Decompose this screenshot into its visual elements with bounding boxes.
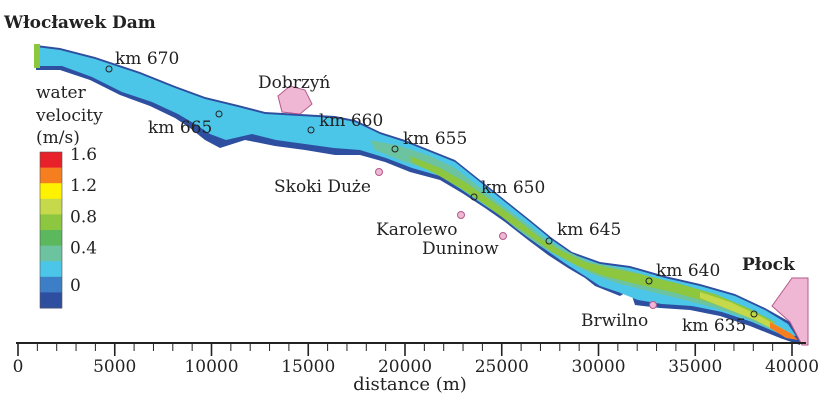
place-label-duninow: Duninow <box>422 239 499 259</box>
legend-swatch <box>40 277 62 293</box>
legend-tick-labels: 1.6 1.2 0.8 0.4 0 <box>70 145 97 296</box>
x-tick-label: 25000 <box>475 357 529 377</box>
legend-swatch <box>40 183 62 199</box>
brwilno-marker <box>650 302 657 309</box>
legend-swatch <box>40 292 62 308</box>
legend-tick-label: 0.8 <box>70 207 97 227</box>
km-635-label: km 635 <box>682 316 746 336</box>
velocity-legend: water velocity (m/s) 1.61.20.80.40 <box>35 83 103 309</box>
legend-swatch <box>40 214 62 230</box>
km-645-label: km 645 <box>557 220 621 240</box>
x-tick-label: 10000 <box>184 357 238 377</box>
km-640-label: km 640 <box>656 261 720 281</box>
city-label-plock: Płock <box>742 255 796 275</box>
legend-swatch <box>40 199 62 215</box>
duninow-marker <box>500 233 507 240</box>
karolewo-marker <box>458 212 465 219</box>
place-label-dobrzyn: Dobrzyń <box>258 73 330 93</box>
dam-title: Włocławek Dam <box>3 13 156 33</box>
x-axis: 0 5000 10000 15000 20000 25000 30000 35000 40000… <box>13 343 819 395</box>
place-label-karolewo: Karolewo <box>376 220 457 240</box>
x-tick-label: 30000 <box>571 357 625 377</box>
legend-tick-label: 1.2 <box>70 176 97 196</box>
km-655-label: km 655 <box>403 129 467 149</box>
legend-tick-label: 1.6 <box>70 145 97 165</box>
legend-tick-label: 0.4 <box>70 239 97 259</box>
legend-swatch <box>40 168 62 184</box>
x-tick-label: 15000 <box>281 357 335 377</box>
river-body <box>34 44 802 345</box>
km-670-label: km 670 <box>115 49 179 69</box>
legend-color-scale <box>40 152 62 309</box>
x-axis-ticks: 0 5000 10000 15000 20000 25000 30000 35000 40000 <box>13 343 819 377</box>
skoki-duze-marker <box>376 169 383 176</box>
x-axis-label: distance (m) <box>353 374 467 395</box>
place-label-brwilno: Brwilno <box>581 311 648 331</box>
km-660-label: km 660 <box>319 111 383 131</box>
legend-swatch <box>40 152 62 168</box>
legend-tick-label: 0 <box>70 276 81 296</box>
legend-title-line-2: velocity <box>35 106 103 126</box>
place-label-skoki-duze: Skoki Duże <box>274 177 371 197</box>
x-tick-label: 0 <box>13 357 24 377</box>
legend-swatch <box>40 261 62 277</box>
km-665-label: km 665 <box>148 118 212 138</box>
legend-title-line-1: water <box>36 83 87 103</box>
legend-swatch <box>40 230 62 246</box>
legend-swatch <box>40 246 62 262</box>
dam-inlet <box>34 44 40 68</box>
x-tick-label: 5000 <box>93 357 136 377</box>
x-tick-label: 40000 <box>765 357 819 377</box>
km-650-label: km 650 <box>481 178 545 198</box>
x-tick-label: 35000 <box>668 357 722 377</box>
